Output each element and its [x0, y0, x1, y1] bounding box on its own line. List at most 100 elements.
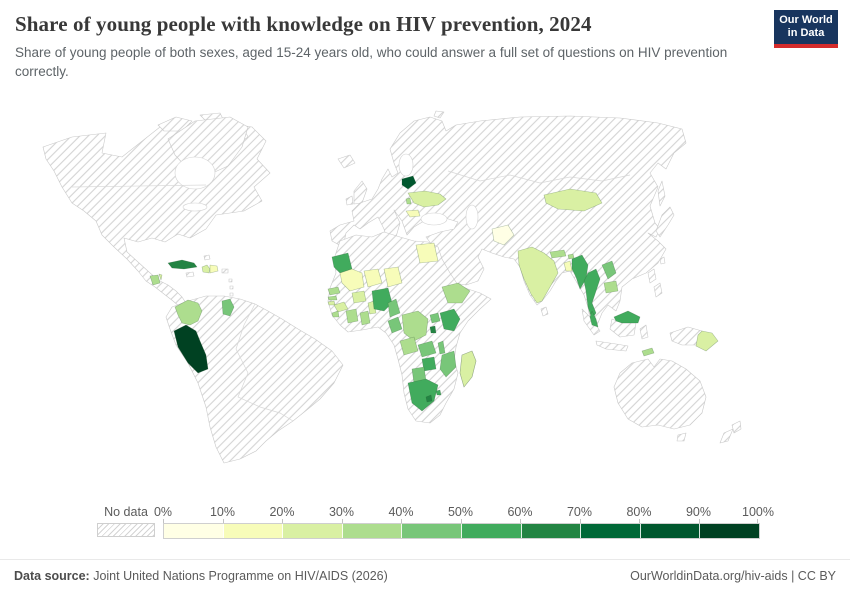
owid-logo-line2: in Data: [787, 27, 825, 39]
country-guinea[interactable]: [333, 301, 349, 313]
country-moldova[interactable]: [405, 197, 412, 205]
country-madagascar[interactable]: [459, 350, 477, 388]
legend-tick-label-2: 20%: [269, 505, 295, 519]
landmass-philippines: [647, 268, 657, 284]
landmass-java: [595, 340, 629, 352]
country-guinea-bissau[interactable]: [327, 300, 336, 306]
country-colombia[interactable]: [174, 299, 203, 326]
country-nepal[interactable]: [549, 249, 567, 259]
border-us-canada: [71, 184, 207, 188]
country-ukraine[interactable]: [407, 190, 447, 208]
legend-bin-4[interactable]: [402, 524, 462, 538]
landmass-philippines2: [653, 282, 663, 298]
country-ethiopia[interactable]: [441, 282, 471, 304]
country-egypt[interactable]: [415, 242, 439, 264]
country-cameroon[interactable]: [387, 298, 401, 318]
country-senegal[interactable]: [327, 286, 341, 296]
country-rwanda[interactable]: [429, 325, 437, 334]
country-uganda[interactable]: [429, 312, 441, 324]
country-afghanistan[interactable]: [491, 224, 515, 246]
country-thailand[interactable]: [583, 268, 601, 320]
country-drc[interactable]: [401, 310, 429, 342]
country-india[interactable]: [517, 246, 559, 304]
legend-tick-3: [341, 519, 343, 523]
country-belize[interactable]: [158, 273, 163, 281]
landmass-bahamas: [203, 254, 211, 261]
country-congo[interactable]: [387, 316, 403, 334]
no-data-swatch[interactable]: [97, 523, 155, 537]
landmass-australia: [613, 358, 707, 430]
country-south-africa[interactable]: [407, 378, 439, 412]
owid-logo[interactable]: Our World in Data: [774, 10, 838, 48]
country-mozambique[interactable]: [439, 350, 457, 378]
legend-bin-9[interactable]: [700, 524, 759, 538]
country-malaysia-borneo[interactable]: [613, 310, 641, 324]
legend-bin-6[interactable]: [521, 524, 582, 538]
owid-link[interactable]: OurWorldinData.org/hiv-aids | CC BY: [630, 569, 836, 583]
country-bangladesh[interactable]: [563, 260, 573, 272]
country-peru[interactable]: [173, 324, 209, 374]
country-kenya[interactable]: [439, 308, 461, 332]
page-title: Share of young people with knowledge on …: [15, 12, 592, 36]
country-papua-new-guinea[interactable]: [695, 330, 719, 352]
country-dominican-republic[interactable]: [209, 264, 219, 274]
country-zimbabwe[interactable]: [421, 356, 437, 372]
country-eswatini[interactable]: [435, 389, 442, 396]
legend-tick-label-1: 10%: [209, 505, 236, 519]
legend-bin-8[interactable]: [640, 524, 701, 538]
country-mali[interactable]: [339, 268, 365, 292]
country-belarus[interactable]: [401, 175, 417, 190]
legend-bin-7[interactable]: [581, 524, 641, 538]
country-zambia[interactable]: [417, 340, 437, 358]
country-nigeria[interactable]: [371, 287, 393, 312]
legend-scale: 0% 10% 20% 30% 40% 50% 60% 70% 80% 90% 100%: [154, 505, 774, 541]
country-mongolia[interactable]: [543, 188, 603, 212]
legend-tick-7: [579, 519, 581, 523]
country-burkina-faso[interactable]: [351, 290, 367, 304]
landmass-iceland: [337, 154, 356, 169]
country-cuba[interactable]: [167, 259, 198, 270]
legend-tick-9: [698, 519, 700, 523]
legend-color-bar: [163, 523, 760, 539]
legend-bin-0[interactable]: [164, 524, 224, 538]
legend-tick-label-5: 50%: [447, 505, 474, 519]
chart-footer: Data source: Joint United Nations Progra…: [0, 559, 850, 583]
legend-tick-10: [757, 519, 758, 523]
country-guatemala[interactable]: [149, 274, 161, 286]
great-lakes: [182, 202, 208, 212]
country-laos[interactable]: [601, 260, 617, 280]
landmass-sakhalin: [657, 180, 666, 207]
legend-tick-label-9: 90%: [685, 505, 712, 519]
country-niger[interactable]: [363, 268, 383, 288]
country-malaysia-peninsula[interactable]: [589, 310, 599, 328]
legend-no-data: No data: [97, 505, 155, 537]
caspian-sea: [465, 204, 479, 230]
legend-bin-1[interactable]: [223, 524, 284, 538]
country-myanmar[interactable]: [571, 254, 589, 290]
country-haiti[interactable]: [201, 264, 211, 274]
legend-tick-4: [401, 519, 402, 523]
country-timor-leste[interactable]: [641, 347, 655, 357]
country-guyana[interactable]: [221, 298, 235, 317]
country-malawi[interactable]: [437, 340, 446, 355]
no-data-label: No data: [104, 505, 148, 519]
legend-bin-2[interactable]: [283, 524, 343, 538]
legend-bin-3[interactable]: [342, 524, 403, 538]
landmass-tasmania: [676, 432, 687, 442]
chart-header: Share of young people with knowledge on …: [15, 12, 755, 82]
country-cote-divoire[interactable]: [345, 308, 359, 324]
legend-tick-label-8: 80%: [626, 505, 652, 519]
country-ghana[interactable]: [359, 310, 371, 326]
country-lesotho[interactable]: [425, 394, 433, 403]
country-chad[interactable]: [383, 266, 403, 288]
country-cambodia[interactable]: [603, 280, 619, 294]
country-sierra-leone[interactable]: [331, 310, 340, 318]
country-bulgaria[interactable]: [405, 209, 421, 218]
owid-logo-line1: Our World: [779, 14, 833, 27]
country-gambia[interactable]: [327, 295, 338, 301]
legend-bin-5[interactable]: [461, 524, 522, 538]
legend-tick-label-10: 100%: [742, 505, 774, 519]
country-bhutan[interactable]: [567, 253, 575, 260]
data-source-label: Data source:: [14, 569, 90, 583]
country-angola[interactable]: [399, 336, 419, 356]
